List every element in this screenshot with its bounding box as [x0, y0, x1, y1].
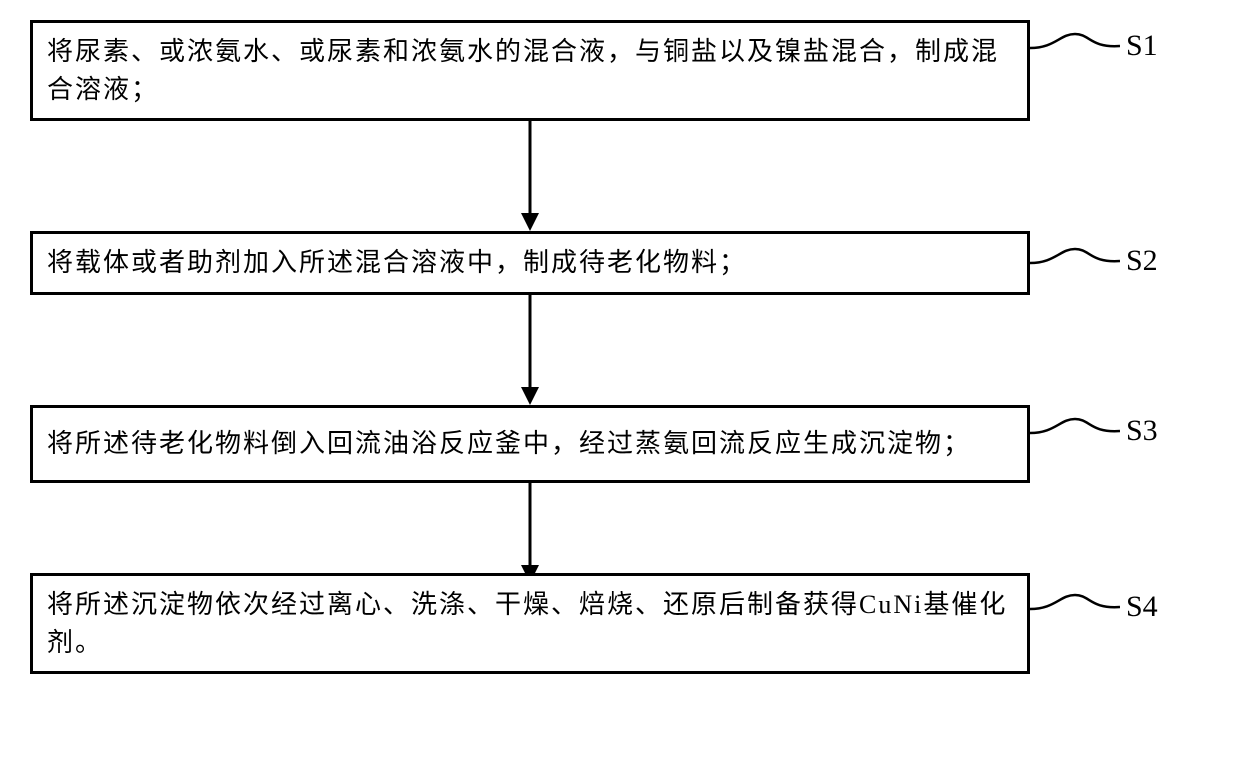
step-text: 将尿素、或浓氨水、或尿素和浓氨水的混合液，与铜盐以及镍盐混合，制成混合溶液； [47, 33, 1013, 108]
step-text: 将载体或者助剂加入所述混合溶液中，制成待老化物料； [47, 244, 747, 282]
step-box-s1: 将尿素、或浓氨水、或尿素和浓氨水的混合液，与铜盐以及镍盐混合，制成混合溶液； [30, 20, 1030, 121]
flowchart-container: 将尿素、或浓氨水、或尿素和浓氨水的混合液，与铜盐以及镍盐混合，制成混合溶液； S… [30, 20, 1210, 674]
step-row: 将载体或者助剂加入所述混合溶液中，制成待老化物料； S2 [30, 231, 1210, 295]
step-text: 将所述待老化物料倒入回流油浴反应釜中，经过蒸氨回流反应生成沉淀物； [47, 425, 971, 463]
step-row: 将所述沉淀物依次经过离心、洗涤、干燥、焙烧、还原后制备获得CuNi基催化剂。 S… [30, 573, 1210, 674]
step-label: S2 [1126, 244, 1158, 278]
arrow-down-icon [515, 483, 545, 573]
arrow-down-icon [515, 121, 545, 231]
arrow-wrap [30, 121, 1030, 231]
arrow-wrap [30, 295, 1030, 405]
step-box-s4: 将所述沉淀物依次经过离心、洗涤、干燥、焙烧、还原后制备获得CuNi基催化剂。 [30, 573, 1030, 674]
arrow-wrap [30, 483, 1030, 573]
step-text: 将所述沉淀物依次经过离心、洗涤、干燥、焙烧、还原后制备获得CuNi基催化剂。 [47, 586, 1013, 661]
label-group: S3 [1030, 411, 1158, 451]
connector-curve [1030, 587, 1120, 627]
connector-curve [1030, 411, 1120, 451]
step-row: 将所述待老化物料倒入回流油浴反应釜中，经过蒸氨回流反应生成沉淀物； S3 [30, 405, 1210, 483]
step-row: 将尿素、或浓氨水、或尿素和浓氨水的混合液，与铜盐以及镍盐混合，制成混合溶液； S… [30, 20, 1210, 121]
connector-curve [1030, 241, 1120, 281]
step-label: S4 [1126, 590, 1158, 624]
step-box-s2: 将载体或者助剂加入所述混合溶液中，制成待老化物料； [30, 231, 1030, 295]
arrow-down-icon [515, 295, 545, 405]
step-label: S1 [1126, 29, 1158, 63]
connector-curve [1030, 26, 1120, 66]
label-group: S2 [1030, 241, 1158, 281]
step-label: S3 [1126, 414, 1158, 448]
label-group: S1 [1030, 26, 1158, 66]
step-box-s3: 将所述待老化物料倒入回流油浴反应釜中，经过蒸氨回流反应生成沉淀物； [30, 405, 1030, 483]
label-group: S4 [1030, 587, 1158, 627]
